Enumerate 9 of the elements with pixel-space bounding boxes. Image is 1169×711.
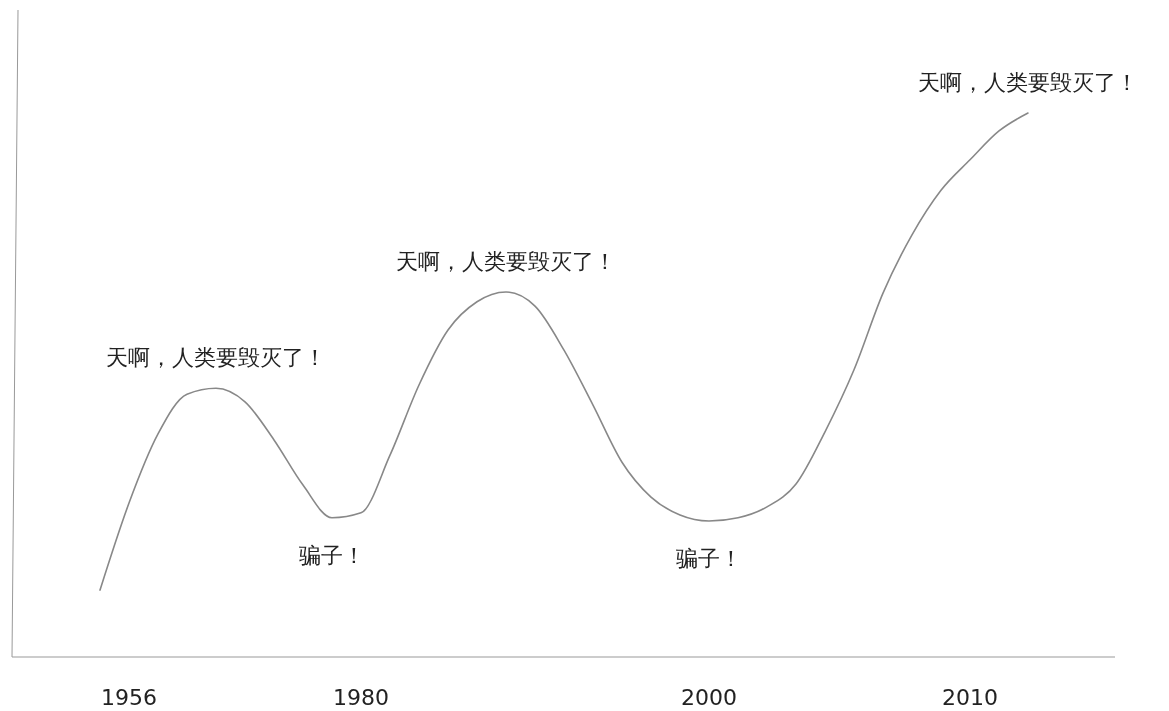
annotation: 天啊，人类要毁灭了！ <box>106 345 326 371</box>
x-tick-label: 2010 <box>942 685 998 710</box>
x-tick-label: 1980 <box>333 685 389 710</box>
x-tick-label: 1956 <box>101 685 157 710</box>
annotation: 天啊，人类要毁灭了！ <box>396 248 616 274</box>
annotation: 骗子！ <box>299 542 365 568</box>
annotation: 骗子！ <box>676 546 742 571</box>
text: 天啊，人类要毁灭了！ <box>918 70 1138 95</box>
x-tick-label: 2000 <box>681 685 737 710</box>
